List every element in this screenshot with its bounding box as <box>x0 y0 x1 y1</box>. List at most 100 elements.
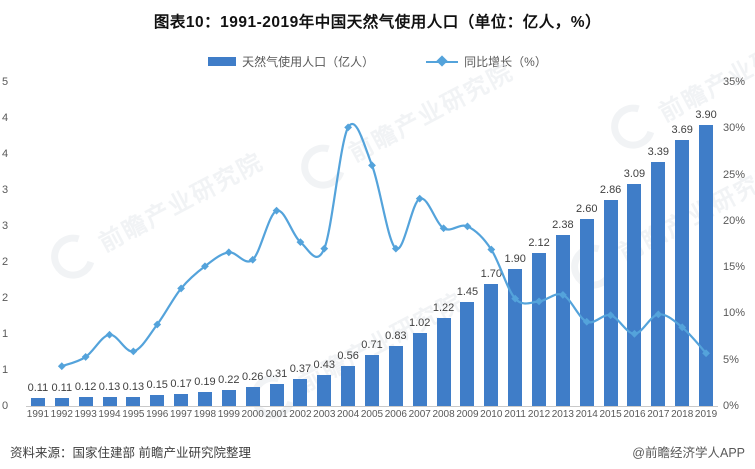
bar-value-label: 0.19 <box>194 376 216 389</box>
x-axis-year-label: 1999 <box>217 409 240 420</box>
x-axis-year-label: 2018 <box>671 409 694 420</box>
bar <box>651 161 666 406</box>
x-axis-year-label: 2012 <box>527 409 551 420</box>
x-axis-year-label: 2016 <box>623 409 646 420</box>
x-axis-year-label: 2014 <box>575 409 598 420</box>
bar-value-label: 3.39 <box>647 145 670 158</box>
x-axis-year-label: 1997 <box>169 409 193 420</box>
left-axis-tick-label: 2 <box>2 256 9 268</box>
source-note: 资料来源：国家住建部 前瞻产业研究院整理 <box>10 446 251 460</box>
line-point-marker-icon <box>201 262 209 271</box>
right-axis-tick-label: 0% <box>723 400 739 412</box>
bar <box>221 390 236 406</box>
legend-item-bar: 天然气使用人口（亿人） <box>208 53 374 70</box>
bar-value-label: 1.70 <box>480 267 502 280</box>
bar-value-label: 3.09 <box>623 167 646 180</box>
legend-label-bar: 天然气使用人口（亿人） <box>242 54 375 69</box>
bar <box>365 354 379 406</box>
line-series-swatch-icon <box>426 55 459 67</box>
bar <box>436 318 451 406</box>
left-axis-tick-label: 3 <box>2 220 9 232</box>
bar-value-label: 1.22 <box>432 302 455 315</box>
watermark-logo-icon <box>293 136 353 197</box>
bar-value-label: 0.83 <box>385 330 407 343</box>
right-axis-tick-label: 5% <box>723 353 739 366</box>
legend: 天然气使用人口（亿人） 同比增长（%） <box>0 52 755 70</box>
x-axis-year-label: 1994 <box>98 409 121 420</box>
left-axis-tick-label: 5 <box>2 76 9 88</box>
bar-value-label: 1.90 <box>504 253 526 266</box>
bar-value-label: 2.12 <box>528 237 550 250</box>
bar <box>150 395 165 406</box>
x-axis-line <box>26 406 718 407</box>
left-axis-tick-label: 0 <box>2 400 9 412</box>
bar <box>412 332 427 406</box>
left-axis-tick-label: 4 <box>2 148 9 160</box>
line-point-marker-icon <box>224 248 233 257</box>
bar <box>532 253 547 406</box>
bar-value-label: 0.31 <box>265 367 288 380</box>
line-point-marker-icon <box>368 161 376 170</box>
x-axis-year-label: 2004 <box>337 409 360 420</box>
line-point-marker-icon <box>344 123 353 132</box>
watermark: 前瞻产业研究院 <box>293 48 520 197</box>
right-axis-tick-label: 25% <box>723 168 746 181</box>
bar <box>197 392 212 406</box>
watermark-logo-icon <box>43 226 103 287</box>
x-axis-year-label: 2009 <box>456 409 479 420</box>
bar <box>126 396 141 406</box>
credit-note: @前瞻经济学人APP <box>632 446 745 460</box>
bar <box>269 383 284 406</box>
bar <box>699 125 714 406</box>
x-axis-year-label: 1996 <box>146 409 169 420</box>
bar <box>102 396 117 406</box>
x-axis-year-label: 2005 <box>360 409 384 420</box>
bar-value-label: 3.90 <box>695 109 717 122</box>
line-point-marker-icon <box>105 330 114 339</box>
bar <box>54 398 69 406</box>
bar-value-label: 1.45 <box>456 285 479 298</box>
bar-value-label: 0.11 <box>27 382 49 395</box>
right-axis-tick-label: 30% <box>723 122 746 135</box>
chart-title: 图表10：1991-2019年中国天然气使用人口（单位：亿人，%） <box>153 14 602 31</box>
x-axis-year-label: 2001 <box>265 409 288 420</box>
bar <box>245 387 260 406</box>
bar <box>627 183 642 406</box>
x-axis-year-label: 2008 <box>432 409 455 420</box>
x-axis-year-label: 2010 <box>480 409 503 420</box>
bar-value-label: 2.38 <box>552 218 574 231</box>
line-point-marker-icon <box>81 353 90 361</box>
bar-series-swatch-icon <box>208 56 237 66</box>
x-axis-year-label: 1993 <box>74 409 97 420</box>
line-point-marker-icon <box>391 244 400 253</box>
bar-value-label: 0.13 <box>122 380 145 393</box>
line-point-marker-icon <box>57 362 66 371</box>
left-axis-tick-label: 3 <box>2 184 9 196</box>
line-point-marker-icon <box>153 320 162 329</box>
bar-value-label: 2.60 <box>576 202 598 215</box>
bar <box>388 346 403 406</box>
line-point-marker-icon <box>463 222 472 231</box>
x-axis-year-label: 1998 <box>193 409 217 420</box>
x-axis-year-label: 2000 <box>241 409 264 420</box>
bar <box>579 218 594 406</box>
bar-value-label: 0.12 <box>74 381 97 394</box>
bar-value-label: 0.13 <box>98 380 121 393</box>
line-point-marker-icon <box>296 238 305 247</box>
bar-value-label: 2.86 <box>599 184 622 197</box>
bar <box>603 200 618 406</box>
x-axis-year-label: 2017 <box>647 409 670 420</box>
bar <box>341 365 356 406</box>
line-point-marker-icon <box>177 284 186 293</box>
bar <box>555 234 570 406</box>
bar <box>78 397 93 406</box>
right-axis-tick-label: 15% <box>723 261 746 274</box>
bar <box>675 140 690 406</box>
left-axis-tick-label: 2 <box>2 292 9 304</box>
bar-value-label: 3.69 <box>671 124 693 137</box>
left-axis-tick-label: 1 <box>2 364 9 376</box>
x-axis-year-label: 2006 <box>384 409 407 420</box>
right-axis-tick-label: 10% <box>723 307 746 320</box>
